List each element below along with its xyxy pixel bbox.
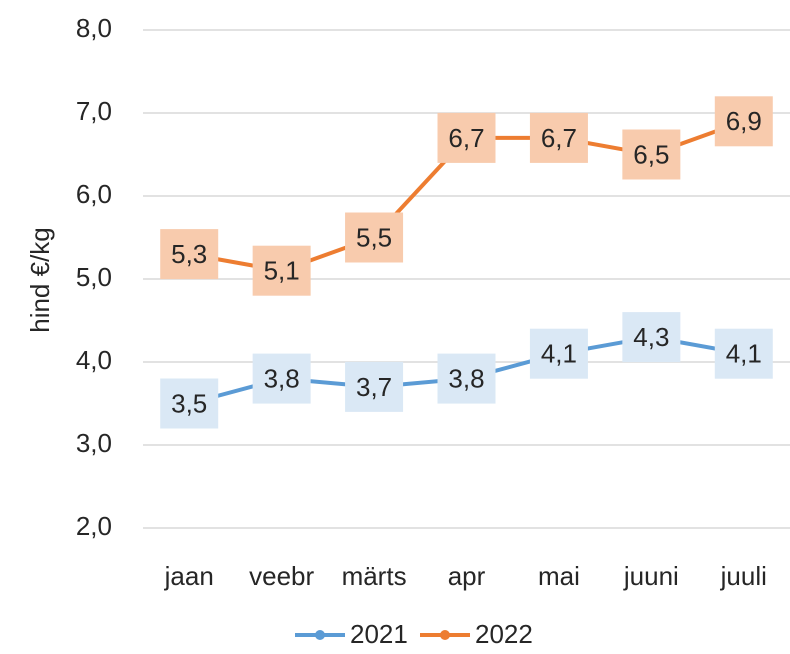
y-tick-label: 5,0 xyxy=(76,262,112,292)
x-tick-label: veebr xyxy=(249,561,314,591)
data-label: 3,7 xyxy=(356,372,392,402)
legend-label: 2022 xyxy=(475,619,533,649)
x-tick-label: juuli xyxy=(720,561,767,591)
legend-marker xyxy=(315,630,325,640)
data-label: 5,3 xyxy=(171,239,207,269)
data-label-box xyxy=(714,328,773,379)
y-tick-label: 8,0 xyxy=(76,13,112,43)
y-tick-label: 6,0 xyxy=(76,179,112,209)
data-label: 3,8 xyxy=(448,363,484,393)
y-tick-label: 7,0 xyxy=(76,96,112,126)
x-tick-label: mai xyxy=(538,561,580,591)
data-label: 3,8 xyxy=(264,363,300,393)
y-tick-label: 4,0 xyxy=(76,345,112,375)
y-axis-label: hind €/kg xyxy=(25,227,55,333)
data-label-box xyxy=(160,378,219,429)
y-tick-label: 2,0 xyxy=(76,511,112,541)
data-label: 6,7 xyxy=(448,123,484,153)
legend-marker xyxy=(440,630,450,640)
data-label-box xyxy=(252,353,311,404)
data-label-box xyxy=(345,361,404,412)
x-tick-label: märts xyxy=(342,561,407,591)
data-label: 3,5 xyxy=(171,388,207,418)
data-label-box xyxy=(529,328,588,379)
data-label-box xyxy=(437,353,496,404)
legend-label: 2021 xyxy=(350,619,408,649)
data-label: 6,9 xyxy=(726,106,762,136)
x-tick-label: juuni xyxy=(623,561,679,591)
data-label-box xyxy=(622,312,681,363)
data-label: 4,3 xyxy=(633,322,669,352)
data-label: 4,1 xyxy=(726,339,762,369)
data-label-box xyxy=(529,112,588,163)
data-label: 6,5 xyxy=(633,139,669,169)
data-label-box xyxy=(437,112,496,163)
y-tick-label: 3,0 xyxy=(76,428,112,458)
data-label-box xyxy=(714,96,773,147)
data-label-box xyxy=(160,229,219,280)
data-label-box xyxy=(252,245,311,296)
data-label: 5,1 xyxy=(264,256,300,286)
data-label: 4,1 xyxy=(541,339,577,369)
x-tick-label: jaan xyxy=(164,561,214,591)
data-label: 6,7 xyxy=(541,123,577,153)
x-tick-label: apr xyxy=(448,561,486,591)
data-label-box xyxy=(345,212,404,263)
data-label-box xyxy=(622,129,681,180)
data-label: 5,5 xyxy=(356,222,392,252)
